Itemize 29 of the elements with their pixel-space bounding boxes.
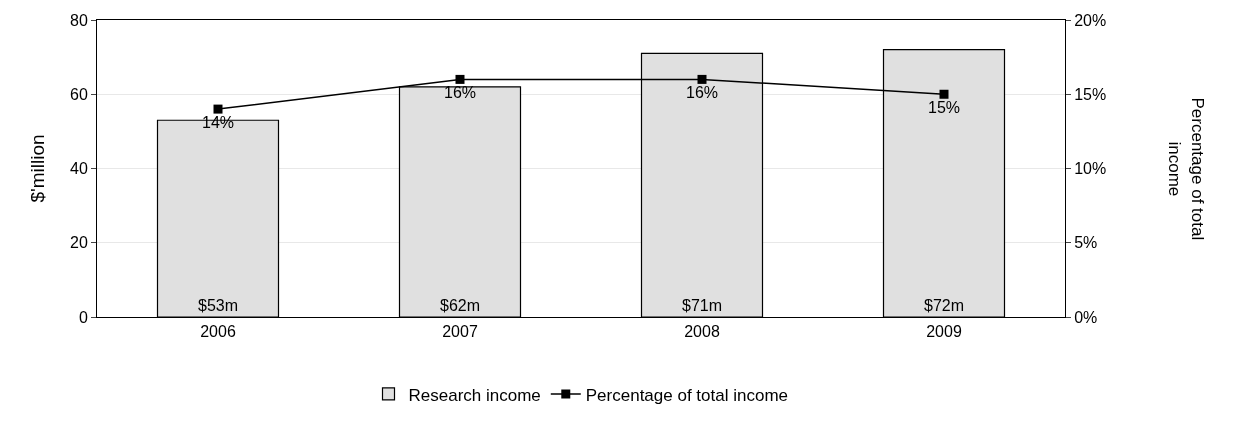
y-axis-title: $'million [26,134,48,203]
point [939,89,949,99]
y2-tick-label: 5% [1074,234,1098,252]
x-tick-label: 2006 [200,323,236,341]
y2-tick-label: 0% [1074,308,1098,326]
y-tick-label: 20 [70,234,88,252]
point [455,74,465,84]
data-label: $72m [923,297,965,314]
data-label: $62m [439,297,481,314]
y-tick-label: 80 [70,11,88,29]
y2-tick-label: 15% [1074,85,1107,103]
point [213,104,223,114]
legend-label: Percentage of total income [585,385,789,405]
y-tick-label: 0 [78,308,88,326]
data-label: $53m [197,297,239,314]
y-tick-label: 60 [70,85,88,103]
legend-label: Research income [408,385,541,405]
data-label: $71m [681,297,723,314]
y-tick-label: 40 [70,160,88,178]
x-tick-label: 2008 [684,323,720,341]
y2-tick-label: 20% [1074,11,1107,29]
data-label: 16% [685,84,719,102]
y2-tick-label: 10% [1074,160,1107,178]
point [697,74,707,84]
data-label: 16% [443,84,477,102]
y2-axis-title: Percentage of total income [1165,97,1207,241]
data-label: 15% [927,98,961,116]
x-tick-label: 2007 [442,323,478,341]
x-tick-label: 2009 [926,323,962,341]
